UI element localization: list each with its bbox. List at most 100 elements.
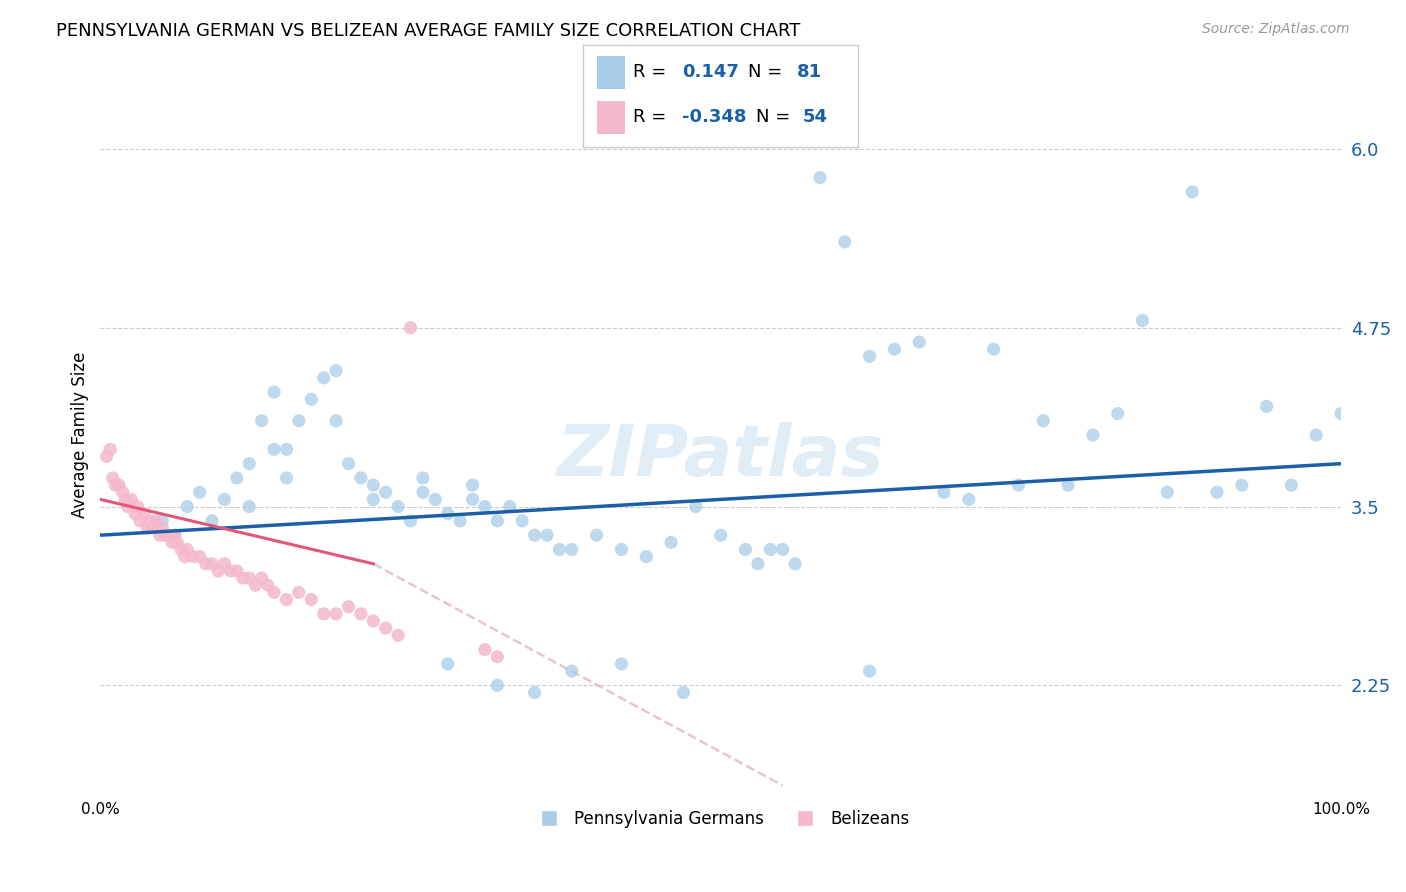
Text: 0.147: 0.147 bbox=[682, 63, 740, 81]
Point bbox=[1107, 407, 1129, 421]
Point bbox=[276, 592, 298, 607]
Point bbox=[561, 542, 583, 557]
Point bbox=[1156, 485, 1178, 500]
Point bbox=[201, 557, 224, 571]
Point bbox=[1256, 400, 1278, 414]
Point bbox=[685, 500, 707, 514]
Point bbox=[1032, 414, 1054, 428]
Point bbox=[157, 528, 180, 542]
Point bbox=[461, 478, 484, 492]
Point bbox=[548, 542, 571, 557]
Point bbox=[858, 664, 880, 678]
Point bbox=[436, 657, 458, 671]
Point bbox=[96, 450, 118, 464]
Point bbox=[276, 442, 298, 457]
Point bbox=[136, 521, 159, 535]
Point bbox=[747, 557, 769, 571]
Point bbox=[207, 564, 229, 578]
Point bbox=[510, 514, 533, 528]
Point bbox=[1330, 407, 1353, 421]
Text: ZIPatlas: ZIPatlas bbox=[557, 422, 884, 491]
Point bbox=[1279, 478, 1302, 492]
Text: N =: N = bbox=[748, 63, 787, 81]
Point bbox=[350, 607, 373, 621]
Point bbox=[808, 170, 831, 185]
Point bbox=[201, 514, 224, 528]
Text: R =: R = bbox=[633, 109, 672, 127]
Point bbox=[1057, 478, 1080, 492]
Point bbox=[312, 371, 335, 385]
Point bbox=[486, 678, 509, 692]
Point bbox=[1132, 313, 1154, 327]
Point bbox=[250, 571, 273, 585]
Point bbox=[188, 485, 211, 500]
Point bbox=[238, 457, 260, 471]
Point bbox=[536, 528, 558, 542]
Point bbox=[399, 320, 422, 334]
Point bbox=[299, 392, 322, 407]
Point bbox=[374, 485, 396, 500]
Point bbox=[610, 657, 633, 671]
Point bbox=[474, 642, 496, 657]
Point bbox=[238, 500, 260, 514]
Point bbox=[194, 557, 217, 571]
Point bbox=[288, 585, 311, 599]
Point bbox=[288, 414, 311, 428]
Point bbox=[387, 500, 409, 514]
Point bbox=[908, 334, 931, 349]
Point bbox=[1305, 428, 1327, 442]
Point bbox=[225, 564, 247, 578]
Point bbox=[117, 500, 139, 514]
Point bbox=[759, 542, 782, 557]
Point bbox=[337, 457, 360, 471]
Point bbox=[412, 471, 434, 485]
Point bbox=[145, 514, 167, 528]
Bar bbox=[598, 56, 624, 88]
Point bbox=[350, 471, 373, 485]
Point bbox=[734, 542, 756, 557]
Bar bbox=[598, 101, 624, 134]
Point bbox=[124, 507, 146, 521]
Point bbox=[363, 492, 385, 507]
Point bbox=[263, 585, 285, 599]
Point bbox=[363, 614, 385, 628]
Point bbox=[785, 557, 807, 571]
Point bbox=[132, 507, 155, 521]
Text: -0.348: -0.348 bbox=[682, 109, 747, 127]
Point bbox=[1230, 478, 1253, 492]
Point bbox=[672, 685, 695, 699]
Point bbox=[486, 514, 509, 528]
Point bbox=[858, 350, 880, 364]
Point bbox=[108, 478, 131, 492]
Point bbox=[299, 592, 322, 607]
Point bbox=[374, 621, 396, 635]
Point bbox=[176, 500, 198, 514]
Point bbox=[120, 492, 142, 507]
Point bbox=[523, 528, 546, 542]
Point bbox=[659, 535, 682, 549]
Point bbox=[225, 471, 247, 485]
Point bbox=[449, 514, 471, 528]
Point bbox=[127, 500, 149, 514]
Point bbox=[1206, 485, 1229, 500]
Point bbox=[245, 578, 267, 592]
Point bbox=[325, 414, 347, 428]
Point bbox=[957, 492, 980, 507]
Point bbox=[163, 528, 186, 542]
Point bbox=[150, 521, 173, 535]
Point bbox=[610, 542, 633, 557]
Text: R =: R = bbox=[633, 63, 672, 81]
Point bbox=[139, 514, 162, 528]
Point bbox=[1007, 478, 1029, 492]
Point bbox=[486, 649, 509, 664]
Point bbox=[104, 478, 127, 492]
Point bbox=[98, 442, 121, 457]
Point bbox=[425, 492, 447, 507]
Text: PENNSYLVANIA GERMAN VS BELIZEAN AVERAGE FAMILY SIZE CORRELATION CHART: PENNSYLVANIA GERMAN VS BELIZEAN AVERAGE … bbox=[56, 22, 800, 40]
Point bbox=[176, 542, 198, 557]
Point bbox=[412, 485, 434, 500]
Point bbox=[399, 514, 422, 528]
Point bbox=[250, 414, 273, 428]
Point bbox=[183, 549, 205, 564]
Point bbox=[1081, 428, 1104, 442]
